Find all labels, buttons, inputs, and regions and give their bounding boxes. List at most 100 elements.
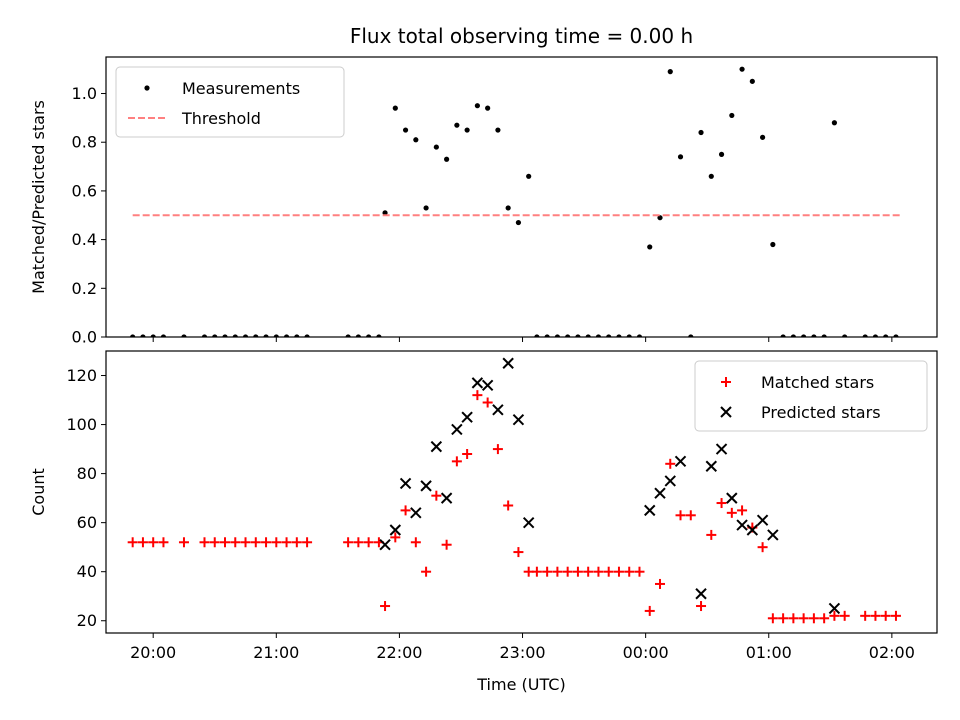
bottom-ytick-label-0: 20 xyxy=(77,611,97,630)
top-ytick-label-0: 0.0 xyxy=(72,328,97,347)
bottom-series-0-point-52 xyxy=(706,529,717,540)
bottom-series-0-point-32 xyxy=(503,500,514,511)
top-series-0-point-31 xyxy=(495,127,501,133)
bottom-plot-area xyxy=(127,357,901,624)
bottom-series-1-point-23 xyxy=(736,519,748,531)
bottom-series-1-point-27 xyxy=(828,602,841,615)
top-ytick-label-1: 0.2 xyxy=(72,279,97,298)
bottom-series-1-point-0 xyxy=(379,539,391,551)
bottom-series-0-point-44 xyxy=(624,566,635,577)
bottom-y-axis-label: Count xyxy=(29,468,48,516)
bottom-series-0-point-12 xyxy=(271,537,282,548)
bottom-series-0-point-5 xyxy=(199,537,210,548)
bottom-series-0-point-11 xyxy=(261,537,272,548)
top-series-0-point-36 xyxy=(544,334,550,337)
top-series-0-point-15 xyxy=(304,334,310,337)
top-series-0-point-1 xyxy=(140,334,146,337)
bottom-ytick-label-4: 100 xyxy=(66,415,97,434)
bottom-series-0-point-21 xyxy=(390,532,401,543)
bottom-series-0-point-36 xyxy=(542,566,553,577)
top-series-0-point-68 xyxy=(883,334,889,337)
bottom-series-0-point-67 xyxy=(870,610,881,621)
bottom-series-1-point-14 xyxy=(522,516,535,529)
bottom-series-0-point-1 xyxy=(137,537,148,548)
chart-title: Flux total observing time = 0.00 h xyxy=(350,24,693,48)
bottom-series-0-point-53 xyxy=(716,498,727,509)
bottom-series-0 xyxy=(127,390,901,624)
top-y-axis-label: Matched/Predicted stars xyxy=(29,100,48,294)
bottom-legend-label-0: Matched stars xyxy=(761,373,874,392)
bottom-series-1-point-11 xyxy=(492,404,504,416)
top-series-0-point-16 xyxy=(345,334,351,337)
bottom-legend-swatch-1 xyxy=(720,406,732,418)
bottom-series-0-point-64 xyxy=(829,610,840,621)
bottom-ytick-label-2: 60 xyxy=(77,513,97,532)
bottom-series-0-point-45 xyxy=(634,566,645,577)
top-series-0-point-39 xyxy=(575,334,581,337)
bottom-legend-label-1: Predicted stars xyxy=(761,403,881,422)
bottom-xtick-label-5: 01:00 xyxy=(746,643,792,662)
bottom-series-0-point-38 xyxy=(562,566,573,577)
bottom-series-0-point-47 xyxy=(655,578,665,589)
top-series-0-point-37 xyxy=(554,334,561,337)
top-panel-measurements: 0.0 0.2 0.4 0.6 0.8 1.0 Flux total observing t… xyxy=(29,24,938,347)
bottom-series-0-point-68 xyxy=(880,610,891,621)
bottom-series-1-point-15 xyxy=(644,504,656,517)
bottom-series-1-point-22 xyxy=(726,492,738,504)
top-series-0-point-45 xyxy=(636,334,643,337)
top-series-0-point-33 xyxy=(515,219,522,226)
top-series-0-point-38 xyxy=(565,334,571,337)
top-ytick-label-5: 1.0 xyxy=(72,84,97,103)
bottom-series-0-point-40 xyxy=(583,566,594,577)
top-series-0-point-43 xyxy=(616,334,622,337)
bottom-series-1-point-8 xyxy=(461,411,473,423)
bottom-series-0-point-16 xyxy=(343,537,354,548)
bottom-legend-entry-0: Matched stars xyxy=(721,373,874,392)
top-series-0-point-2 xyxy=(150,334,156,337)
bottom-series-1-point-2 xyxy=(399,477,412,490)
bottom-series-0-point-4 xyxy=(178,537,189,548)
top-series-0-point-61 xyxy=(801,334,807,337)
bottom-series-0-point-69 xyxy=(890,610,901,621)
bottom-series-0-point-54 xyxy=(726,507,737,518)
bottom-series-1-point-3 xyxy=(410,507,422,519)
top-series-0-point-51 xyxy=(698,129,704,136)
bottom-legend-swatch-0 xyxy=(721,377,731,387)
top-series-0-point-17 xyxy=(355,334,361,337)
bottom-series-0-point-22 xyxy=(400,505,411,516)
bottom-series-0-point-8 xyxy=(230,537,241,548)
bottom-series-0-point-65 xyxy=(839,610,850,621)
top-series-0-point-30 xyxy=(485,105,491,111)
top-series-0-point-8 xyxy=(232,334,238,337)
top-series-0-point-35 xyxy=(534,334,540,337)
x-axis-label: Time (UTC) xyxy=(476,675,565,694)
bottom-series-0-point-39 xyxy=(572,566,583,577)
bottom-series-0-point-27 xyxy=(451,456,462,467)
top-series-0-point-14 xyxy=(294,334,300,337)
bottom-series-1-point-20 xyxy=(705,460,718,472)
bottom-series-1-point-26 xyxy=(767,529,779,541)
bottom-series-0-point-42 xyxy=(603,566,614,577)
bottom-series-0-point-41 xyxy=(593,566,604,577)
bottom-series-0-point-18 xyxy=(363,537,374,548)
top-series-0-point-62 xyxy=(811,334,817,337)
bottom-series-0-point-58 xyxy=(767,613,778,624)
bottom-series-0-point-59 xyxy=(778,613,789,624)
bottom-series-0-point-61 xyxy=(798,613,809,624)
top-series-0-point-4 xyxy=(181,334,187,337)
top-series-0-point-13 xyxy=(283,334,290,337)
top-series-0-point-28 xyxy=(464,127,470,133)
top-series-0-point-42 xyxy=(606,334,612,337)
bottom-series-0-point-3 xyxy=(158,537,169,548)
top-series-0-point-11 xyxy=(263,334,269,337)
top-series-0-point-54 xyxy=(729,112,735,119)
bottom-panel-counts: 20 40 60 80 100 120 20:00 21:00 22:00 23:00 00:00 0… xyxy=(29,350,938,694)
top-plot-area xyxy=(130,66,903,337)
bottom-series-0-point-48 xyxy=(665,458,676,469)
top-series-0-point-40 xyxy=(585,334,591,337)
top-series-0-point-20 xyxy=(382,210,388,216)
bottom-series-1-point-19 xyxy=(695,588,707,600)
top-series-0-point-12 xyxy=(273,334,279,337)
top-series-0-point-69 xyxy=(893,334,899,337)
top-series-0-point-25 xyxy=(433,144,439,150)
